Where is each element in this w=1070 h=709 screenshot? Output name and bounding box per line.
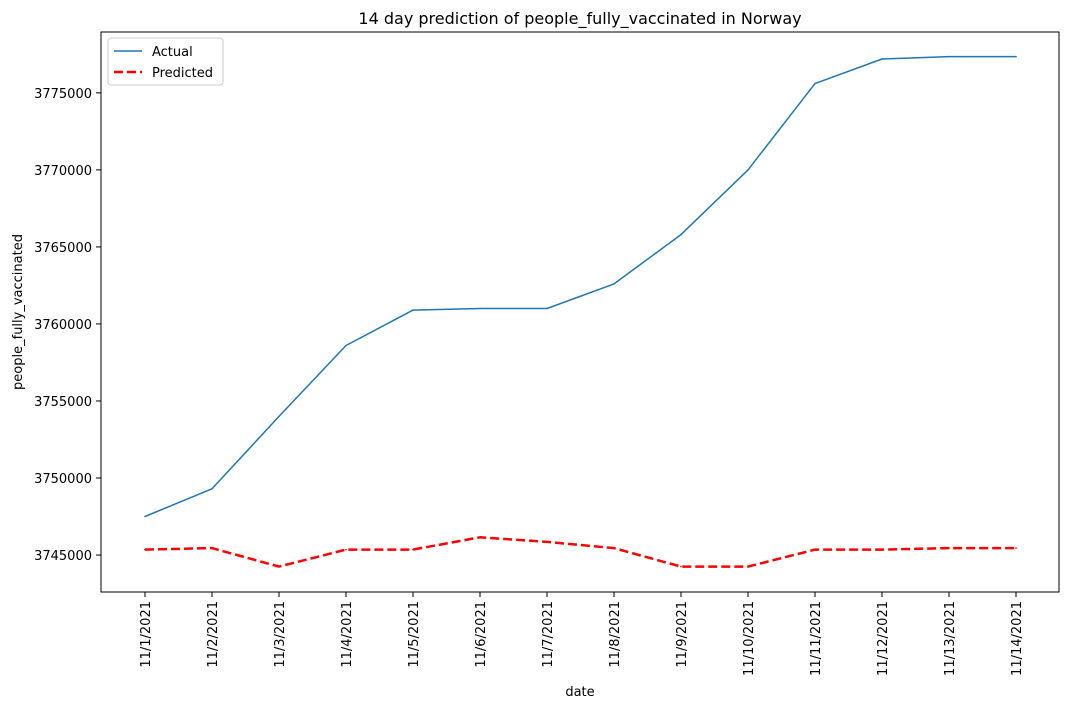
legend-predicted-label: Predicted <box>152 66 213 81</box>
x-tick-label: 11/10/2021 <box>742 601 757 676</box>
x-tick-label: 11/12/2021 <box>876 601 891 676</box>
series-actual-point <box>680 233 682 236</box>
series-actual-point <box>814 82 816 85</box>
y-tick-label: 3760000 <box>34 318 92 333</box>
legend-actual-label: Actual <box>152 45 193 60</box>
series-predicted-point <box>814 548 816 551</box>
series-predicted-point <box>948 547 950 549</box>
series-actual-point <box>412 309 414 311</box>
y-tick-label: 3755000 <box>34 395 92 410</box>
x-tick-label: 11/4/2021 <box>340 601 355 668</box>
y-tick-label: 3775000 <box>34 87 92 102</box>
y-tick-label: 3750000 <box>34 472 92 487</box>
plot-frame <box>100 31 1060 593</box>
series-predicted-point <box>278 565 280 568</box>
series-actual-point <box>144 515 146 518</box>
series-actual-point <box>479 307 481 310</box>
series-actual-point <box>881 58 883 60</box>
series-predicted-point <box>412 548 414 551</box>
x-tick-label: 11/13/2021 <box>943 601 958 676</box>
x-tick-label: 11/11/2021 <box>809 601 824 676</box>
y-tick-label: 3745000 <box>34 549 92 564</box>
x-axis-label: date <box>565 685 594 700</box>
y-axis: 3745000 3750000 3755000 3760000 3765000 37700… <box>34 87 101 564</box>
series-predicted-line <box>144 536 1016 568</box>
series-predicted-point <box>747 565 749 568</box>
x-tick-label: 11/2/2021 <box>206 601 221 668</box>
series-predicted-point <box>345 548 347 551</box>
series-predicted-point <box>479 536 481 539</box>
series-actual-line <box>144 55 1016 518</box>
x-tick-label: 11/3/2021 <box>273 601 288 668</box>
series-predicted-point <box>1015 547 1017 549</box>
x-tick-label: 11/14/2021 <box>1010 601 1025 676</box>
series-predicted-point <box>881 548 883 551</box>
series-predicted-point <box>144 548 146 551</box>
x-tick-label: 11/7/2021 <box>541 601 556 668</box>
x-tick-label: 11/6/2021 <box>474 601 489 668</box>
series-actual-point <box>747 169 749 171</box>
series-predicted-point <box>546 541 548 543</box>
plot-area <box>144 55 1017 568</box>
series-predicted-point <box>211 547 213 549</box>
series-predicted-point <box>613 547 615 549</box>
series-actual-point <box>948 55 950 58</box>
legend-box <box>107 37 224 86</box>
y-tick-label: 3765000 <box>34 241 92 256</box>
x-axis: 11/1/2021 11/2/2021 11/3/2021 11/4/2021 11/5… <box>139 592 1025 676</box>
series-actual-point <box>1015 55 1017 58</box>
x-tick-label: 11/9/2021 <box>675 601 690 668</box>
x-tick-label: 11/1/2021 <box>139 601 154 668</box>
series-predicted-point <box>680 565 682 568</box>
series-actual-point <box>613 283 615 285</box>
series-actual-point <box>546 307 548 310</box>
y-axis-label: people_fully_vaccinated <box>11 234 26 390</box>
legend: Actual Predicted <box>107 37 224 86</box>
series-actual-point <box>211 487 213 490</box>
y-tick-label: 3770000 <box>34 164 92 179</box>
x-tick-label: 11/8/2021 <box>608 601 623 668</box>
series-actual-point <box>278 415 280 418</box>
series-actual-point <box>345 344 347 347</box>
x-tick-label: 11/5/2021 <box>407 601 422 668</box>
chart-title: 14 day prediction of people_fully_vaccin… <box>358 9 801 29</box>
